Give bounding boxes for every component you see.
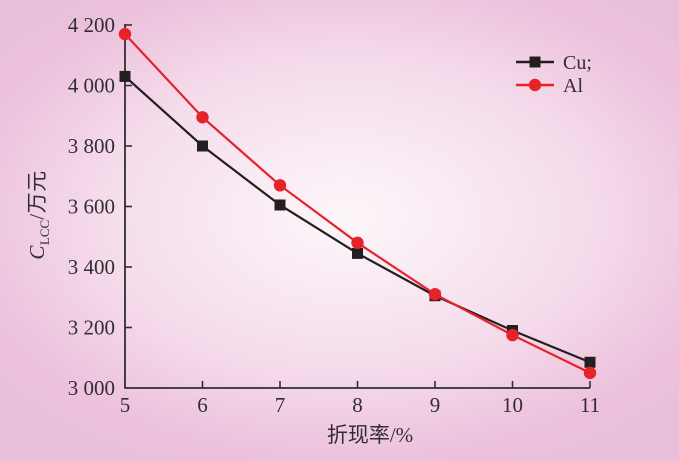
x-tick-label: 11 xyxy=(580,393,600,417)
y-tick-label: 4 200 xyxy=(68,13,115,37)
data-marker-square-cu xyxy=(274,199,286,211)
y-axis-title: CLCC/万元 xyxy=(21,170,53,259)
y-tick-label: 4 000 xyxy=(68,74,115,98)
data-marker-circle-al xyxy=(118,27,132,41)
x-tick-label: 9 xyxy=(430,393,441,417)
x-tick-label: 6 xyxy=(197,393,208,417)
data-marker-square-cu xyxy=(584,356,596,368)
data-marker-circle-al xyxy=(583,366,597,380)
y-tick-label: 3 800 xyxy=(68,134,115,158)
data-marker-square-cu xyxy=(197,140,208,152)
data-marker-circle-al xyxy=(273,179,287,192)
legend-marker-square-cu xyxy=(529,56,541,68)
y-axis-variable: C xyxy=(24,245,49,260)
legend-marker-circle-al xyxy=(528,78,542,92)
data-marker-square-cu xyxy=(119,70,131,82)
y-tick-label: 3 600 xyxy=(68,195,115,219)
legend-label-al: Al xyxy=(563,75,583,97)
y-tick-label: 3 400 xyxy=(68,255,115,279)
legend-label-cu: Cu; xyxy=(563,52,592,74)
data-marker-square-cu xyxy=(352,247,363,259)
x-tick-label: 5 xyxy=(120,393,131,417)
series-line-cu xyxy=(124,75,591,364)
y-tick-label: 3 000 xyxy=(68,376,115,400)
y-axis-unit: /万元 xyxy=(24,170,49,220)
data-marker-circle-al xyxy=(506,328,519,342)
y-tick-label: 3 200 xyxy=(68,316,115,340)
y-axis-variable-subscript: LCC xyxy=(37,219,53,246)
x-tick-label: 8 xyxy=(352,393,363,417)
x-axis-title: 折现率/% xyxy=(326,423,414,447)
x-tick-label: 7 xyxy=(275,393,286,417)
data-marker-circle-al xyxy=(196,111,209,124)
data-marker-circle-al xyxy=(351,236,364,249)
data-marker-circle-al xyxy=(428,288,442,301)
x-tick-label: 10 xyxy=(502,393,523,417)
